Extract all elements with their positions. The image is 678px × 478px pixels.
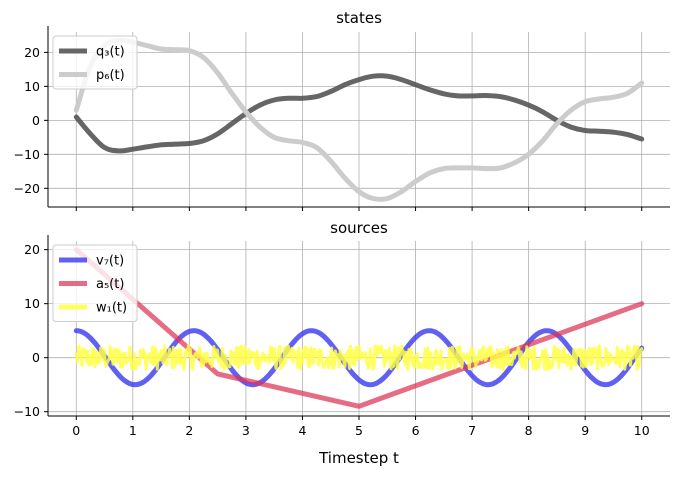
- x-tick-label: 1: [129, 423, 137, 438]
- states-legend: q₃(t) p₆(t): [52, 35, 138, 90]
- y-tick-label: 0: [32, 113, 40, 128]
- y-tick-label: 0: [32, 350, 40, 365]
- states-title: states: [336, 9, 382, 27]
- y-tick-label: −20: [14, 181, 40, 196]
- x-tick-label: 8: [525, 423, 533, 438]
- x-tick-label: 3: [242, 423, 250, 438]
- x-tick-label: 10: [634, 423, 650, 438]
- x-tick-label: 0: [72, 423, 80, 438]
- series-line: [73, 37, 645, 202]
- x-tick-label: 7: [468, 423, 476, 438]
- states-panel: states −20 −10 0 10 20 q₃(t) p₆(t): [14, 9, 670, 211]
- y-tick-label: 10: [24, 296, 40, 311]
- sources-series: [73, 247, 645, 409]
- legend-label: p₆(t): [96, 68, 125, 83]
- legend-label: v₇(t): [96, 254, 124, 269]
- states-axes: −20 −10 0 10 20: [14, 26, 670, 211]
- legend-label: q₃(t): [96, 45, 125, 60]
- y-tick-label: 20: [24, 45, 40, 60]
- x-tick-label: 4: [298, 423, 306, 438]
- series-line: [74, 344, 644, 371]
- sources-title: sources: [330, 219, 388, 237]
- x-tick-label: 5: [355, 423, 363, 438]
- y-tick-label: −10: [14, 404, 40, 419]
- states-series: [73, 37, 645, 202]
- sources-axes: −10 0 10 20 0 1 2 3 4 5 6 7 8 9 10: [14, 235, 670, 438]
- y-tick-label: 20: [24, 242, 40, 257]
- y-tick-label: 10: [24, 79, 40, 94]
- x-tick-label: 6: [412, 423, 420, 438]
- states-grid: [48, 32, 670, 207]
- y-tick-label: −10: [14, 147, 40, 162]
- legend-box: [52, 244, 138, 322]
- legend-label: w₁(t): [96, 301, 127, 316]
- x-axis-label: Timestep t: [318, 449, 399, 467]
- x-tick-label: 9: [581, 423, 589, 438]
- x-tick-label: 2: [185, 423, 193, 438]
- legend-label: a₅(t): [96, 277, 124, 292]
- series-line: [73, 73, 645, 154]
- sources-panel: sources −10 0 10 20 0 1 2 3 4 5 6 7 8 9 10 v₇(t) a₅(t) w…: [14, 219, 670, 467]
- sources-legend: v₇(t) a₅(t) w₁(t): [52, 244, 138, 322]
